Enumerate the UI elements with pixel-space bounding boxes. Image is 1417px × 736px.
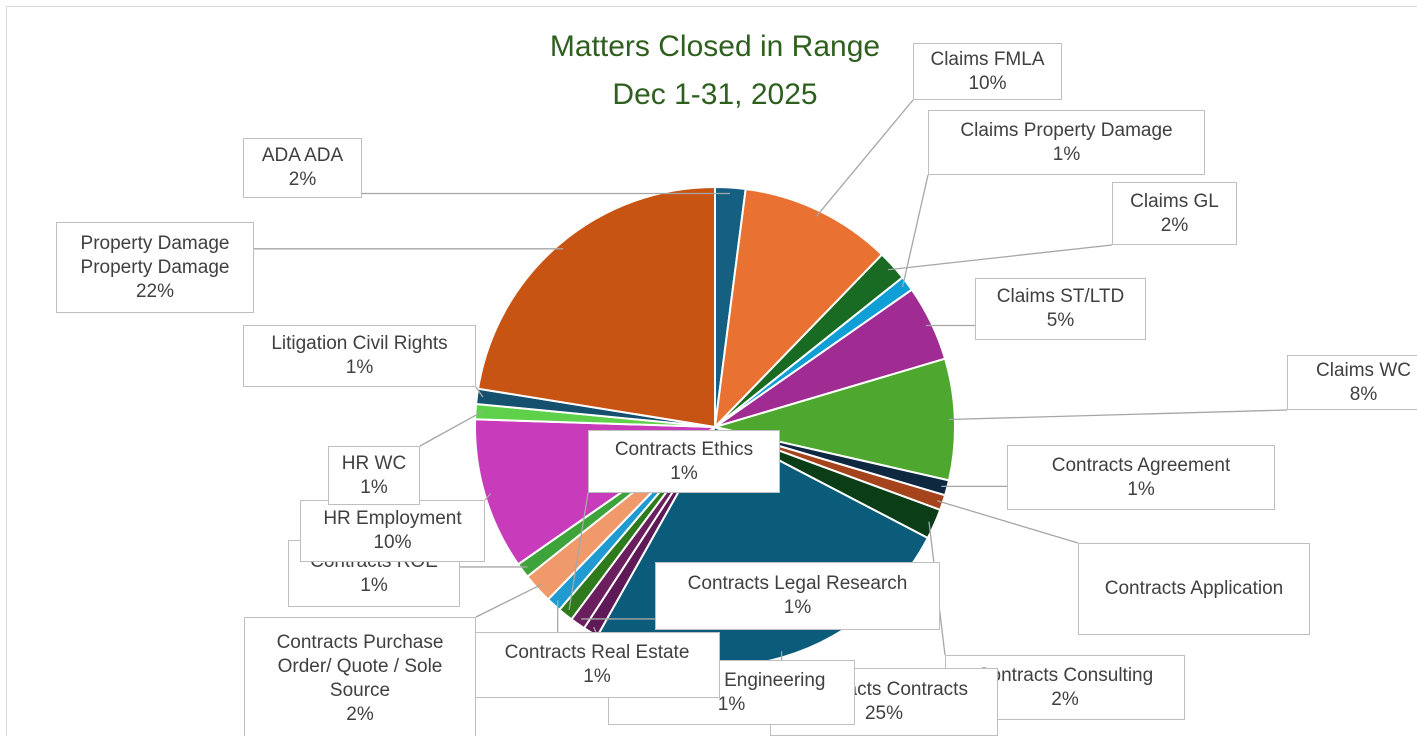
label-category: HR WC — [341, 452, 407, 474]
data-label: Claims ST/LTD 5% — [975, 278, 1146, 340]
label-value: 10% — [968, 72, 1007, 94]
label-value: 1% — [345, 357, 374, 378]
leader-line — [948, 409, 1288, 421]
label-value: 10% — [373, 532, 412, 553]
leader-line — [901, 174, 929, 288]
label-value: 8% — [1349, 383, 1378, 405]
label-category: Claims ST/LTD — [996, 286, 1125, 307]
label-category: Contracts Real Estate — [504, 642, 690, 663]
leader-line — [888, 244, 1113, 271]
label-value: 1% — [717, 693, 746, 715]
label-value: 2% — [1051, 688, 1079, 710]
data-label: Contracts Ethics 1% — [588, 430, 780, 493]
label-value: 2% — [288, 169, 317, 190]
leader-line — [816, 99, 914, 217]
data-label: Contracts Purchase Order/ Quote / Sole S… — [244, 617, 476, 736]
data-label: Property Damage Property Damage 22% — [56, 222, 254, 313]
label-category: Contracts Application — [1104, 578, 1284, 599]
label-value: 2% — [346, 703, 374, 725]
leader-line — [936, 500, 1079, 544]
data-label: Claims Property Damage 1% — [928, 110, 1205, 175]
data-label: HR Employment 10% — [300, 500, 485, 562]
label-value: 1% — [670, 462, 698, 484]
label-category: Claims WC — [1316, 359, 1411, 381]
chart-title: Matters Closed in Range — [549, 30, 881, 63]
chart-subtitle: Dec 1-31, 2025 — [612, 78, 818, 111]
label-value: 1% — [1127, 478, 1155, 500]
pie-slice — [476, 185, 716, 429]
label-value: 25% — [864, 703, 904, 724]
data-label: Claims FMLA 10% — [913, 43, 1062, 100]
data-label: Claims GL 2% — [1112, 182, 1237, 245]
label-category: Contracts Purchase Order/ Quote / Sole S… — [276, 631, 444, 701]
label-value: 5% — [1046, 310, 1075, 331]
label-category: ADA ADA — [261, 145, 344, 166]
chart-frame — [6, 6, 1417, 736]
label-category: Property Damage Property Damage — [80, 232, 230, 278]
label-value: 2% — [1160, 214, 1189, 236]
data-label: Litigation Civil Rights 1% — [243, 325, 476, 387]
leader-line — [475, 583, 543, 618]
label-category: Contracts Consulting — [976, 664, 1154, 686]
label-value: 1% — [783, 597, 812, 618]
label-value: 22% — [135, 280, 175, 302]
label-value: 1% — [1052, 143, 1081, 165]
label-category: Claims GL — [1130, 190, 1219, 212]
data-label: Contracts Real Estate 1% — [474, 632, 720, 698]
label-category: Contracts Ethics — [614, 438, 754, 460]
label-category: HR Employment — [323, 508, 462, 529]
label-value: 1% — [360, 574, 388, 596]
leader-line — [419, 411, 482, 447]
leader-line — [475, 386, 484, 398]
data-label: HR WC 1% — [328, 446, 420, 505]
leader-line — [484, 493, 492, 501]
data-label: ADA ADA 2% — [243, 138, 362, 198]
label-category: Litigation Civil Rights — [271, 333, 448, 354]
label-value: 1% — [583, 666, 611, 687]
leader-line — [568, 492, 589, 611]
label-category: Claims Property Damage — [960, 119, 1173, 141]
data-label: Contracts Application — [1078, 543, 1310, 635]
pie-slice — [713, 187, 884, 430]
label-category: Contracts Legal Research — [687, 573, 908, 594]
data-label: Claims WC 8% — [1287, 355, 1417, 410]
label-category: Contracts Agreement — [1051, 454, 1231, 476]
data-label: Contracts Legal Research 1% — [655, 562, 940, 630]
data-label: Contracts Agreement 1% — [1007, 445, 1275, 510]
label-category: Claims FMLA — [930, 48, 1045, 70]
label-value: 1% — [360, 476, 388, 498]
